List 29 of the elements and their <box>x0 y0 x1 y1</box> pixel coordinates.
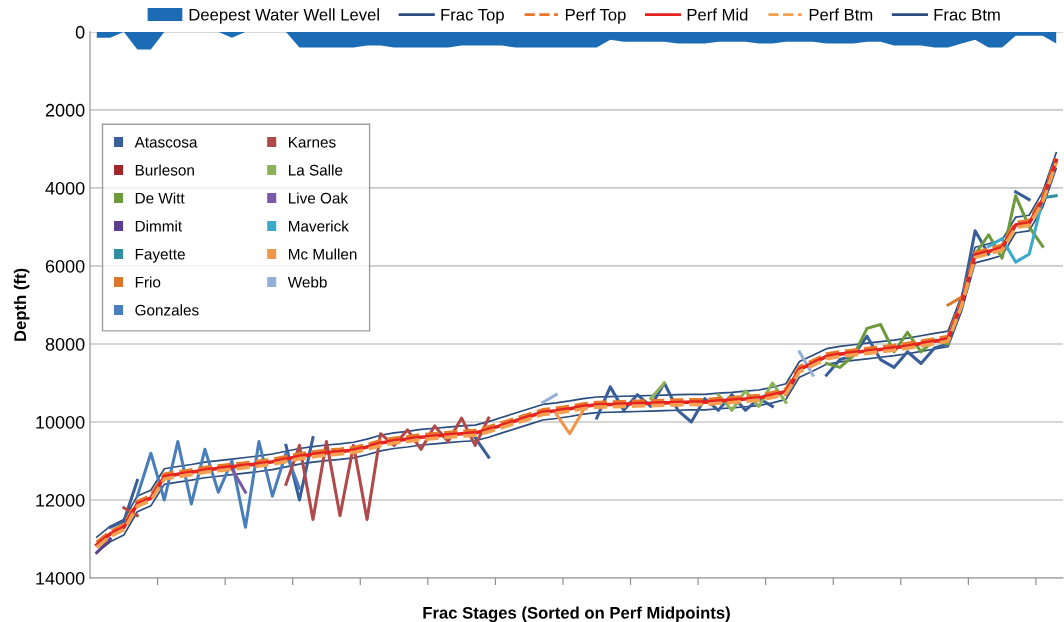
legend-label: Perf Top <box>565 8 626 24</box>
legend-label: Live Oak <box>289 192 349 204</box>
legend-label: Frac Btm <box>934 8 1000 21</box>
legend-label: Dimmit <box>135 220 183 232</box>
y-tick-label: 10000 <box>36 415 85 429</box>
legend-label: Atascosa <box>134 136 198 148</box>
y-tick-label: 12000 <box>36 493 85 507</box>
legend-label: La Salle <box>289 164 343 176</box>
y-tick-label: 0 <box>75 25 85 39</box>
legend-label: Fayette <box>135 248 185 263</box>
legend-label: Frac Top <box>441 8 504 24</box>
x-axis-title: Frac Stages (Sorted on Perf Midpoints) <box>423 606 730 622</box>
legend-label: Maverick <box>289 220 349 232</box>
legend-label: Karnes <box>289 136 336 148</box>
legend-label: Frio <box>135 276 161 288</box>
y-tick-label: 4000 <box>45 181 85 195</box>
legend-label: Mc Mullen <box>289 248 357 260</box>
legend-label: Deepest Water Well Level <box>189 8 379 24</box>
legend-label: Gonzales <box>135 304 199 316</box>
legend-label: Perf Mid <box>687 8 748 21</box>
y-tick-label: 6000 <box>45 259 85 273</box>
legend-label: De Witt <box>135 192 185 204</box>
y-tick-label: 2000 <box>45 103 85 117</box>
y-tick-label: 14000 <box>36 571 85 585</box>
legend-label: Webb <box>287 276 327 288</box>
y-axis-title: Depth (ft) <box>13 268 30 341</box>
legend-label: Burleson <box>135 164 194 176</box>
legend-label: Perf Btm <box>809 8 873 21</box>
y-tick-label: 8000 <box>45 337 85 351</box>
